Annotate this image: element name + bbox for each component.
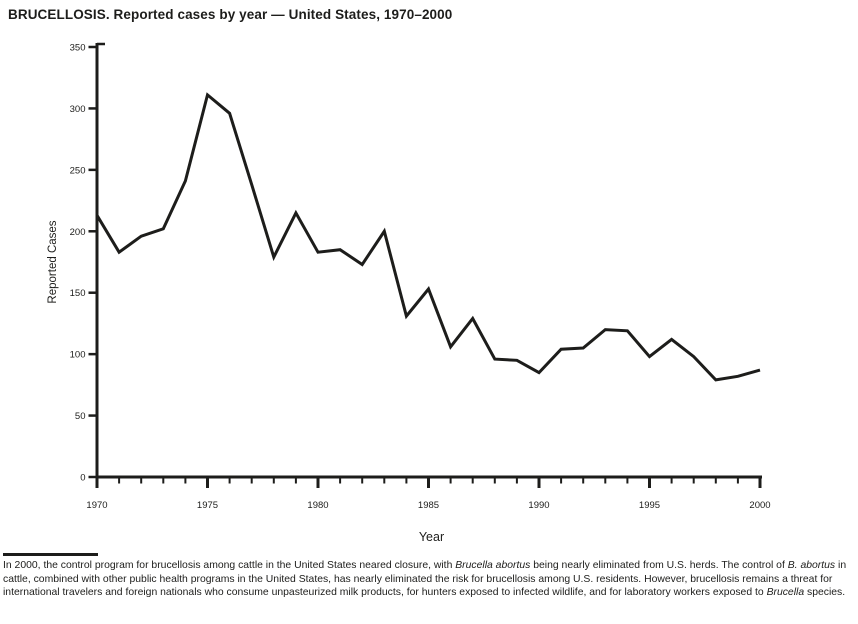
x-axis-title: Year	[419, 530, 444, 544]
y-tick-label: 350	[70, 43, 86, 54]
y-tick-label: 250	[70, 165, 86, 176]
y-tick-label: 200	[70, 227, 86, 238]
footnote-segment: in cattle, combined with other public he…	[3, 560, 847, 598]
footnote-segment: In 2000, the control program for brucell…	[3, 560, 456, 571]
footnote-segment: species.	[804, 587, 846, 598]
footnote-text: In 2000, the control program for brucell…	[3, 559, 855, 600]
x-tick-label: 1980	[307, 500, 328, 511]
y-tick-label: 300	[70, 104, 86, 115]
x-tick-label: 1995	[639, 500, 660, 511]
footnote-segment: being nearly eliminated from U.S. herds.…	[530, 560, 788, 571]
figure-title: BRUCELLOSIS. Reported cases by year — Un…	[8, 7, 453, 22]
x-tick-label: 1990	[528, 500, 549, 511]
y-tick-label: 100	[70, 350, 86, 361]
y-tick-label: 0	[80, 473, 85, 484]
footnote-italic-term: Brucella abortus	[455, 560, 531, 571]
footnote-italic-term: Brucella	[766, 587, 805, 598]
x-tick-label: 1975	[197, 500, 218, 511]
x-tick-label: 2000	[749, 500, 770, 511]
y-tick-label: 50	[75, 411, 86, 422]
x-tick-label: 1985	[418, 500, 439, 511]
data-line	[95, 92, 761, 382]
footnote-italic-term: B. abortus	[787, 560, 836, 571]
y-axis-title: Reported Cases	[47, 220, 59, 303]
y-tick-label: 150	[70, 288, 86, 299]
x-tick-label: 1970	[86, 500, 107, 511]
line-chart: 0 50 100 150 200 250 300 350 1970 1975 1980 1985 199…	[47, 43, 771, 545]
footnote-rule	[3, 553, 98, 556]
